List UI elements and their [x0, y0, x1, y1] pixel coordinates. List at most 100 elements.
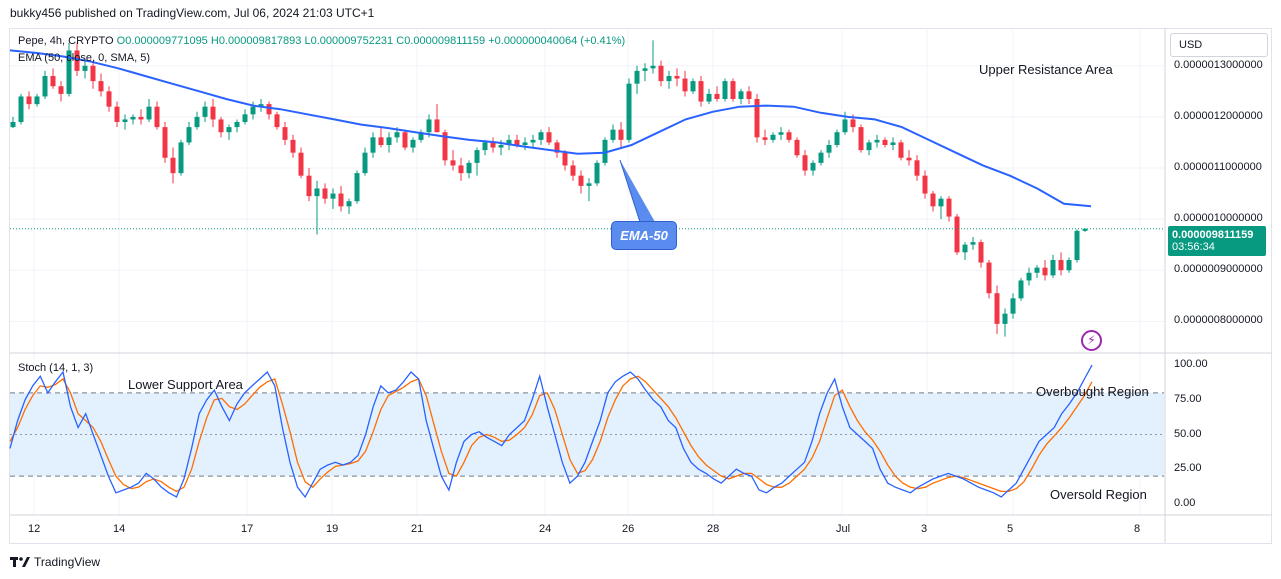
candle-down — [338, 193, 344, 207]
candle-up — [634, 70, 640, 84]
candle-down — [986, 262, 992, 294]
stoch-d-line — [9, 375, 1093, 493]
candle-down — [850, 119, 856, 128]
candle-down — [682, 78, 688, 92]
legend-high: H0.000009817893 — [210, 35, 302, 47]
candle-down — [730, 81, 736, 99]
stoch-tick-label: 75.00 — [1174, 392, 1202, 405]
time-tick-label: 3 — [921, 523, 928, 535]
candle-up — [34, 96, 40, 105]
candle-down — [762, 137, 768, 140]
candle-down — [906, 157, 912, 161]
stoch-tick-label: 100.00 — [1174, 358, 1208, 371]
candle-down — [954, 216, 960, 253]
candle-up — [538, 132, 544, 140]
candle-up — [522, 142, 528, 145]
candle-up — [426, 119, 432, 133]
candle-down — [114, 106, 120, 122]
candle-up — [1074, 230, 1080, 260]
candle-down — [50, 76, 56, 87]
candle-down — [754, 99, 760, 138]
candle-up — [66, 50, 72, 94]
candle-down — [570, 165, 576, 176]
candle-up — [1082, 228, 1088, 231]
candle-down — [618, 129, 624, 140]
candle-up — [1034, 267, 1040, 273]
candle-down — [298, 152, 304, 176]
candle-up — [130, 116, 136, 120]
candle-down — [698, 81, 704, 102]
current-price-value: 0.000009811159 — [1172, 229, 1254, 241]
candle-down — [898, 142, 904, 158]
candle-down — [106, 91, 112, 107]
legend-ohlc: Pepe, 4h, CRYPTO O0.000009771095 H0.0000… — [18, 35, 625, 47]
candle-down — [946, 198, 952, 217]
publish-line: bukky456 published on TradingView.com, J… — [10, 6, 375, 20]
legend-change: +0.000000040064 (+0.41%) — [488, 35, 626, 47]
candle-up — [1010, 298, 1016, 314]
candle-down — [674, 76, 680, 79]
candle-up — [122, 119, 128, 122]
chart-frame — [9, 28, 1272, 544]
price-tick-label: 0.0000012000000 — [1174, 109, 1263, 122]
candle-down — [546, 132, 552, 143]
time-tick-label: 12 — [28, 523, 41, 535]
candle-down — [578, 175, 584, 186]
candle-up — [202, 106, 208, 117]
candle-up — [874, 139, 880, 143]
time-tick-label: 24 — [539, 523, 552, 535]
candle-up — [242, 114, 248, 122]
price-tick-label: 0.0000011000000 — [1174, 161, 1262, 173]
candle-up — [666, 76, 672, 82]
candle-up — [178, 142, 184, 174]
candle-up — [394, 132, 400, 138]
candle-up — [1026, 272, 1032, 281]
candle-down — [306, 175, 312, 197]
candle-up — [370, 137, 376, 153]
legend-symbol: Pepe, 4h, CRYPTO — [18, 35, 114, 47]
candle-up — [1050, 260, 1056, 276]
price-tick-label: 0.0000008000000 — [1174, 314, 1263, 327]
candle-down — [442, 132, 448, 161]
candle-up — [818, 152, 824, 163]
stoch-tick-label: 50.00 — [1174, 427, 1202, 440]
candle-down — [658, 65, 664, 82]
flash-icon[interactable]: ⚡ — [1081, 330, 1102, 351]
candle-up — [770, 134, 776, 140]
candle-up — [354, 173, 360, 202]
footer-logo[interactable]: TradingView — [10, 555, 100, 569]
ema-50-line — [9, 49, 1092, 208]
time-tick-label: 17 — [241, 523, 254, 535]
candle-up — [962, 244, 968, 253]
candle-down — [282, 127, 288, 140]
currency-button[interactable]: USD — [1170, 33, 1268, 57]
candle-down — [1058, 260, 1064, 271]
candle-down — [210, 106, 216, 120]
candle-down — [882, 139, 888, 145]
candle-up — [610, 129, 616, 140]
candle-up — [890, 142, 896, 145]
candle-up — [650, 65, 656, 69]
candle-up — [738, 91, 744, 99]
legend-stoch[interactable]: Stoch (14, 1, 3) — [18, 362, 94, 374]
legend-open: O0.000009771095 — [116, 35, 208, 47]
candle-down — [554, 142, 560, 153]
candle-up — [18, 96, 24, 122]
candle-up — [690, 81, 696, 92]
candle-up — [778, 132, 784, 135]
candle-down — [914, 160, 920, 176]
candle-up — [834, 132, 840, 145]
legend-ema[interactable]: EMA (50, close, 0, SMA, 5) — [18, 52, 151, 64]
time-tick-label: 26 — [622, 523, 635, 535]
candle-down — [322, 188, 328, 199]
candle-up — [418, 132, 424, 140]
candle-up — [602, 139, 608, 163]
stoch-band-layer — [10, 392, 1164, 477]
candle-up — [594, 162, 600, 184]
ema-callout-pointer — [619, 159, 655, 223]
time-tick-label: 19 — [326, 523, 339, 535]
candle-up — [586, 183, 592, 186]
candle-up — [410, 139, 416, 148]
candle-down — [434, 119, 440, 133]
